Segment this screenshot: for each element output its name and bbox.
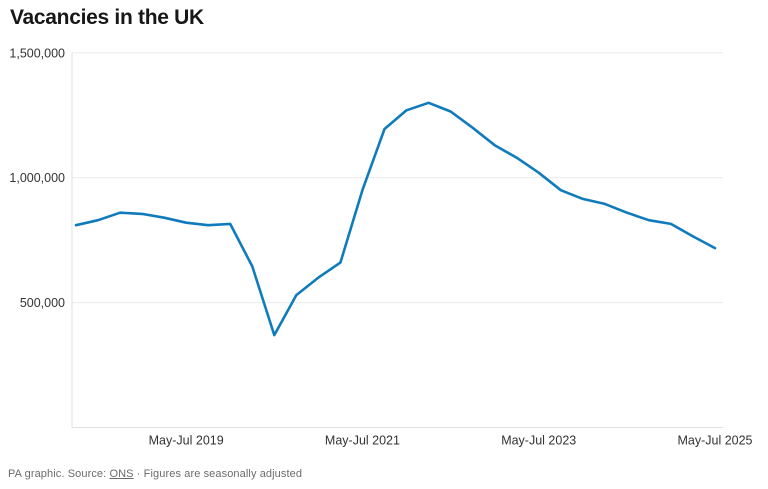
x-axis-tick-label: May-Jul 2019	[149, 434, 224, 448]
source-prefix-text: PA graphic. Source:	[8, 468, 110, 480]
source-note: PA graphic. Source: ONS · Figures are se…	[8, 468, 302, 480]
x-axis-tick-label: May-Jul 2021	[325, 434, 400, 448]
y-axis-tick-label: 1,500,000	[9, 46, 65, 60]
y-axis-tick-label: 1,000,000	[9, 171, 65, 185]
chart-title: Vacancies in the UK	[10, 6, 204, 29]
y-axis-tick-label: 500,000	[20, 296, 65, 310]
source-link[interactable]: ONS	[109, 468, 134, 480]
x-axis-tick-label: May-Jul 2023	[501, 434, 576, 448]
source-suffix-text: · Figures are seasonally adjusted	[133, 468, 303, 480]
x-axis-tick-label: May-Jul 2025	[677, 434, 752, 448]
vacancies-series-line	[74, 101, 717, 337]
